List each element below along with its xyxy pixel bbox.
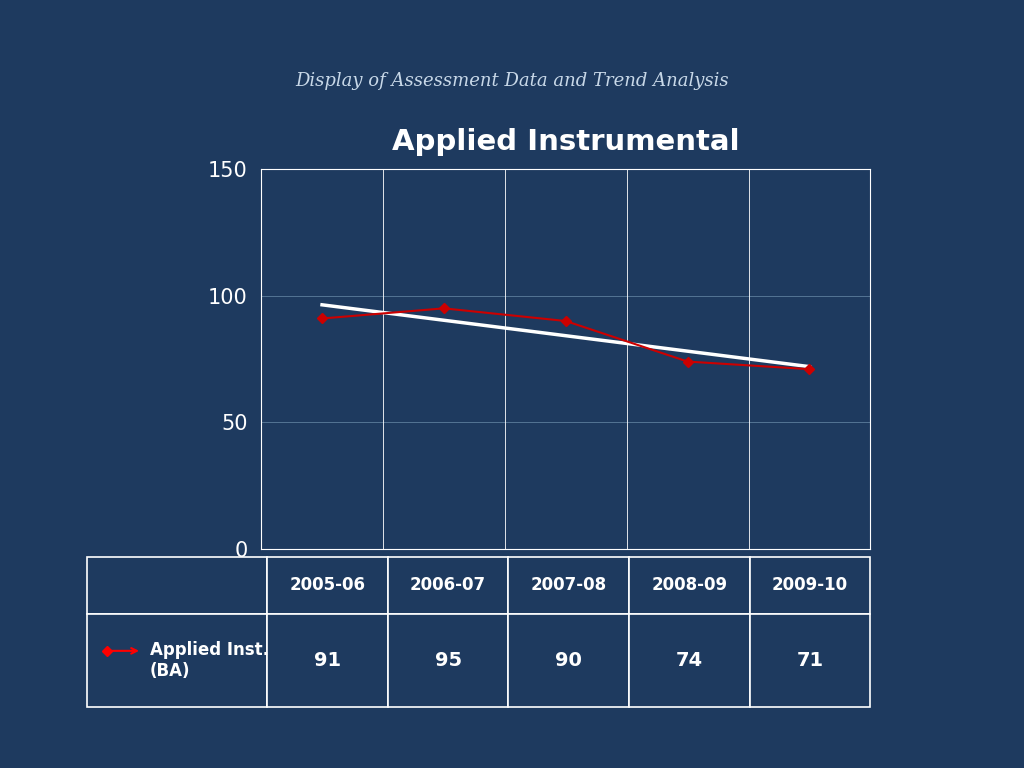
- Text: 95: 95: [434, 650, 462, 670]
- Text: 74: 74: [676, 650, 703, 670]
- Bar: [750, 557, 870, 614]
- Bar: [388, 557, 509, 614]
- Text: 2008-09: 2008-09: [651, 576, 727, 594]
- Bar: [509, 614, 629, 707]
- Text: 2007-08: 2007-08: [530, 576, 607, 594]
- Bar: [267, 557, 388, 614]
- Text: 91: 91: [314, 650, 341, 670]
- Bar: [267, 614, 388, 707]
- Bar: [87, 557, 267, 614]
- Bar: [87, 614, 267, 707]
- Bar: [750, 614, 870, 707]
- Bar: [388, 614, 509, 707]
- Text: 2005-06: 2005-06: [290, 576, 366, 594]
- Text: 71: 71: [797, 650, 823, 670]
- Bar: [509, 557, 629, 614]
- Text: 2006-07: 2006-07: [410, 576, 486, 594]
- Text: Applied Inst.
(BA): Applied Inst. (BA): [150, 641, 268, 680]
- Title: Applied Instrumental: Applied Instrumental: [392, 127, 739, 155]
- Text: Display of Assessment Data and Trend Analysis: Display of Assessment Data and Trend Ana…: [295, 71, 729, 90]
- Bar: [629, 614, 750, 707]
- Text: 90: 90: [555, 650, 583, 670]
- Bar: [629, 557, 750, 614]
- Text: 2009-10: 2009-10: [772, 576, 848, 594]
